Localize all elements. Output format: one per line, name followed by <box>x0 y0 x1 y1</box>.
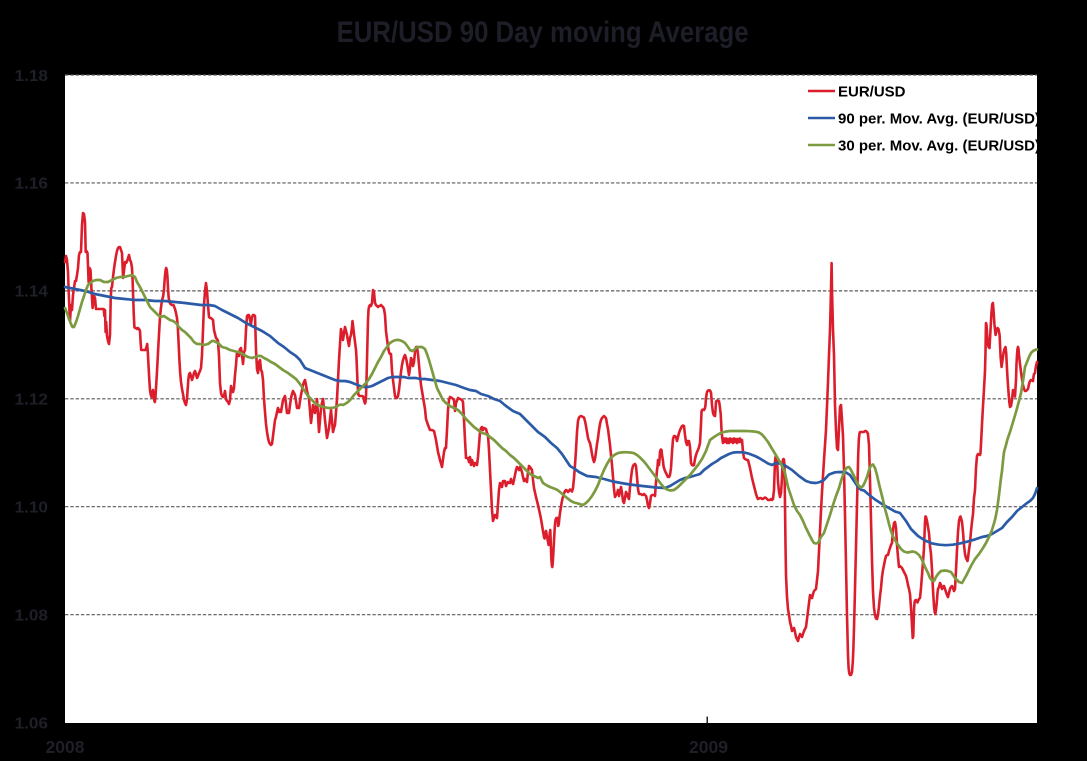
svg-text:1.14: 1.14 <box>15 284 49 301</box>
svg-text:1.18: 1.18 <box>15 68 49 85</box>
svg-text:1.08: 1.08 <box>15 608 49 625</box>
svg-text:1.06: 1.06 <box>15 715 49 732</box>
svg-text:30 per. Mov. Avg. (EUR/USD): 30 per. Mov. Avg. (EUR/USD) <box>838 137 1040 154</box>
svg-text:EUR/USD 90 Day moving Average: EUR/USD 90 Day moving Average <box>337 16 749 49</box>
svg-text:2009: 2009 <box>689 737 728 757</box>
svg-text:EUR/USD: EUR/USD <box>838 83 906 100</box>
svg-text:2008: 2008 <box>46 737 85 757</box>
svg-text:1.10: 1.10 <box>15 500 49 517</box>
svg-text:90 per. Mov. Avg. (EUR/USD): 90 per. Mov. Avg. (EUR/USD) <box>838 110 1040 127</box>
svg-text:1.12: 1.12 <box>15 392 49 409</box>
svg-text:1.16: 1.16 <box>15 176 49 193</box>
